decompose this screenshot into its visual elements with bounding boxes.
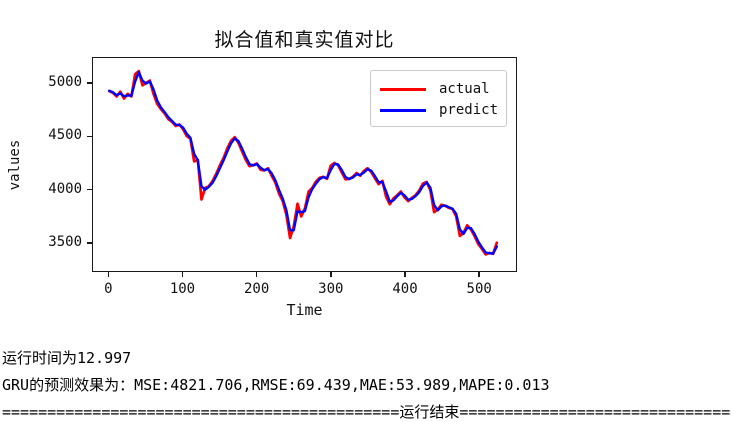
x-tick-label: 400	[392, 281, 418, 297]
matplotlib-figure: 拟合值和真实值对比 Time values actual predict 0 10…	[7, 30, 517, 319]
actual-line-swatch	[380, 87, 426, 91]
x-tick-label: 300	[318, 281, 344, 297]
y-tick-label: 5000	[48, 74, 82, 91]
y-tick-mark	[86, 242, 92, 244]
x-tick-label: 200	[244, 281, 270, 297]
x-tick-mark	[478, 272, 480, 277]
y-tick-mark	[86, 82, 92, 84]
run-finished-divider: ========================================…	[2, 403, 731, 421]
legend: actual predict	[370, 70, 507, 127]
x-tick-mark	[255, 272, 258, 277]
x-tick-label: 500	[466, 281, 492, 297]
x-tick-label: 0	[104, 281, 113, 297]
y-tick-mark	[86, 188, 92, 191]
line-chart-canvas	[107, 69, 499, 256]
y-tick-label: 4000	[48, 180, 82, 197]
legend-entry-actual: actual	[380, 79, 497, 99]
x-axis-label: Time	[286, 301, 323, 319]
legend-label-actual: actual	[439, 81, 490, 97]
predict-line-swatch	[380, 108, 426, 112]
predict-line	[108, 70, 498, 255]
x-tick-mark	[330, 272, 332, 277]
x-tick-label: 100	[169, 281, 196, 297]
chart-title: 拟合值和真实值对比	[214, 30, 395, 51]
legend-entry-predict: predict	[380, 100, 499, 120]
legend-label-predict: predict	[439, 102, 499, 118]
x-tick-mark	[404, 272, 406, 277]
y-tick-label: 4500	[48, 127, 82, 144]
runtime-text: 运行时间为12.997	[2, 349, 132, 367]
y-axis-label: values	[7, 139, 23, 191]
x-tick-mark	[107, 272, 110, 277]
x-tick-mark	[181, 272, 184, 277]
y-tick-mark	[86, 135, 92, 138]
y-tick-label: 3500	[48, 233, 82, 250]
metrics-text: GRU的预测效果为：MSE:4821.706,RMSE:69.439,MAE:5…	[2, 376, 550, 394]
